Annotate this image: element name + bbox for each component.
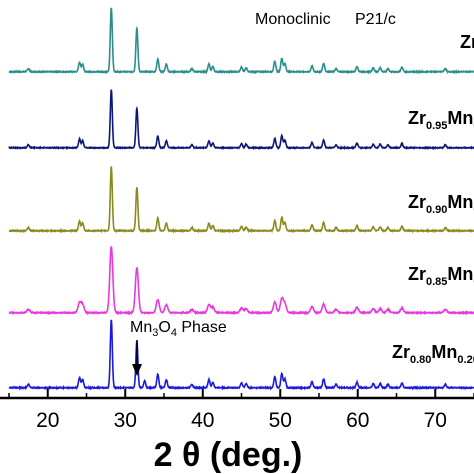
x-tick-label-60: 60	[346, 409, 369, 432]
annotation-phase-note: Mn3O4 Phase	[130, 319, 227, 339]
x-tick-label-20: 20	[36, 409, 59, 432]
series-label-4: Zr0.85Mn0.15	[408, 264, 474, 288]
series-labels: Zr Zr0.95Mn0.05 Zr0.90Mn0.10 Zr0.85Mn0.15 Zr…	[392, 32, 474, 366]
x-tick-label-70: 70	[424, 409, 447, 432]
series-label-1: Zr	[460, 32, 474, 52]
annotation-structure-left: Monoclinic	[255, 11, 331, 28]
series-label-3: Zr0.90Mn0.10	[408, 192, 474, 216]
series-line-5	[8, 319, 474, 391]
annotation-structure-right: P21/c	[355, 11, 396, 28]
x-tick-label-30: 30	[114, 409, 137, 432]
series-line-2	[8, 89, 474, 151]
series-label-2: Zr0.95Mn0.05	[408, 108, 474, 132]
series-line-3	[8, 166, 474, 234]
annotations: Monoclinic P21/c Mn3O4 Phase	[130, 11, 396, 376]
series-line-1	[8, 7, 474, 75]
phase-arrow	[132, 340, 142, 376]
series-label-5: Zr0.80Mn0.20O	[392, 342, 474, 366]
x-tick-label-50: 50	[269, 409, 292, 432]
plot-area	[8, 7, 474, 391]
series-line-4	[8, 246, 474, 316]
x-tick-label-40: 40	[191, 409, 214, 432]
x-axis-title: 2 θ (deg.)	[154, 436, 303, 474]
x-axis: 20 30 40 50 60 70	[0, 389, 474, 432]
